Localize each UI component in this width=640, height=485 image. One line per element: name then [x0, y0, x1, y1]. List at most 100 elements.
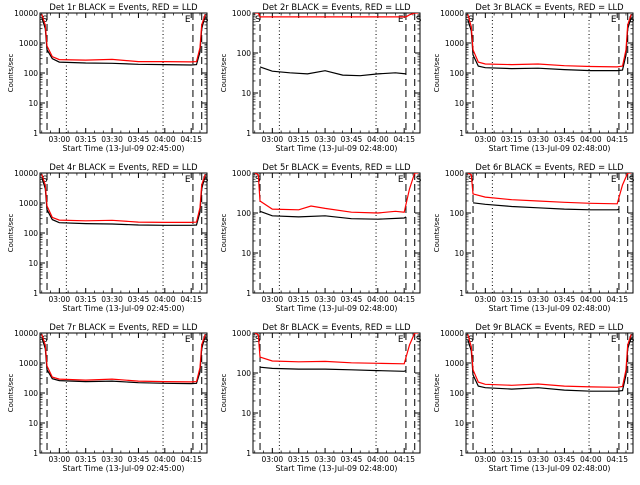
- marker-label-right-2: S: [629, 335, 635, 345]
- x-tick-label: 03:30: [101, 135, 123, 144]
- y-tick-label: 100: [450, 209, 465, 218]
- marker-label-right-1: E: [185, 175, 191, 185]
- marker-label-right-1: E: [398, 15, 404, 25]
- y-tick-label: 10: [28, 419, 38, 428]
- y-axis-label: Counts/sec: [220, 214, 228, 253]
- x-tick-label: 03:30: [101, 295, 123, 304]
- x-tick-label: 03:00: [475, 135, 497, 144]
- y-tick-label: 10: [454, 249, 464, 258]
- marker-label-left: S: [42, 175, 48, 185]
- x-tick-label: 03:00: [475, 295, 497, 304]
- x-tick-label: 03:45: [341, 455, 363, 464]
- x-tick-label: 03:15: [288, 295, 310, 304]
- x-tick-label: 03:15: [75, 295, 97, 304]
- marker-label-left: S: [255, 335, 261, 345]
- chart-panel-5: Det 5r BLACK = Events, RED = LLD 1 10 100 10…: [220, 162, 422, 313]
- x-tick-label: 03:15: [288, 455, 310, 464]
- chart-panel-2: Det 2r BLACK = Events, RED = LLD 1 10 100 10…: [220, 2, 422, 153]
- series-line-red-lld: [254, 13, 419, 18]
- chart-title: Det 5r BLACK = Events, RED = LLD: [262, 162, 410, 172]
- x-tick-label: 03:15: [288, 135, 310, 144]
- x-tick-label: 03:45: [341, 295, 363, 304]
- marker-label-right-1: E: [611, 15, 617, 25]
- y-tick-label: 10000: [14, 329, 38, 338]
- y-tick-label: 100: [24, 229, 39, 238]
- y-tick-label: 1000: [19, 39, 38, 48]
- y-tick-label: 1000: [445, 359, 464, 368]
- marker-label-left: S: [468, 175, 474, 185]
- x-tick-label: 04:00: [580, 455, 602, 464]
- y-tick-label: 1000: [445, 39, 464, 48]
- x-axis-label: Start Time (13-Jul-09 02:48:00): [276, 144, 398, 153]
- y-tick-label: 100: [450, 389, 465, 398]
- x-axis-label: Start Time (13-Jul-09 02:48:00): [489, 304, 611, 313]
- chart-title: Det 4r BLACK = Events, RED = LLD: [49, 162, 197, 172]
- x-tick-label: 03:45: [554, 455, 576, 464]
- x-tick-label: 03:30: [314, 455, 336, 464]
- chart-title: Det 9r BLACK = Events, RED = LLD: [475, 322, 623, 332]
- y-tick-label: 100: [24, 389, 39, 398]
- y-tick-label: 1: [459, 449, 464, 458]
- y-tick-label: 1000: [232, 329, 251, 338]
- x-tick-label: 03:30: [527, 135, 549, 144]
- x-tick-label: 04:15: [180, 455, 202, 464]
- marker-label-right-1: E: [185, 15, 191, 25]
- y-axis-label: Counts/sec: [220, 374, 228, 413]
- y-tick-label: 10000: [440, 9, 464, 18]
- chart-panel-6: Det 6r BLACK = Events, RED = LLD 1 10 100 10…: [433, 162, 635, 313]
- plot-frame: [465, 332, 634, 454]
- x-tick-label: 04:15: [606, 295, 628, 304]
- chart-title: Det 7r BLACK = Events, RED = LLD: [49, 322, 197, 332]
- y-tick-label: 100: [237, 369, 252, 378]
- series-line-red-lld: [254, 173, 419, 214]
- marker-label-right-2: S: [203, 335, 209, 345]
- x-tick-label: 04:15: [180, 135, 202, 144]
- x-tick-label: 03:30: [314, 295, 336, 304]
- y-axis-label: Counts/sec: [433, 54, 441, 93]
- marker-label-left: S: [468, 335, 474, 345]
- marker-label-right-2: S: [416, 175, 422, 185]
- x-tick-label: 03:45: [128, 455, 150, 464]
- y-axis-label: Counts/sec: [7, 374, 15, 413]
- y-tick-label: 1000: [232, 9, 251, 18]
- x-tick-label: 03:45: [554, 135, 576, 144]
- marker-label-right-1: E: [185, 335, 191, 345]
- x-axis-label: Start Time (13-Jul-09 02:48:00): [489, 464, 611, 473]
- marker-label-right-2: S: [629, 175, 635, 185]
- series-line-red-lld: [254, 333, 419, 365]
- x-tick-label: 03:45: [128, 295, 150, 304]
- x-tick-label: 04:00: [154, 455, 176, 464]
- y-tick-label: 10: [454, 419, 464, 428]
- y-tick-label: 100: [237, 209, 252, 218]
- x-tick-label: 03:45: [128, 135, 150, 144]
- plot-frame: [39, 12, 208, 134]
- x-tick-label: 03:15: [501, 135, 523, 144]
- x-tick-label: 04:15: [393, 135, 415, 144]
- y-tick-label: 1: [246, 449, 251, 458]
- y-axis-label: Counts/sec: [220, 54, 228, 93]
- y-tick-label: 10000: [440, 329, 464, 338]
- y-tick-label: 10: [454, 99, 464, 108]
- x-tick-label: 04:00: [367, 455, 389, 464]
- x-tick-label: 03:00: [262, 135, 284, 144]
- chart-title: Det 6r BLACK = Events, RED = LLD: [475, 162, 623, 172]
- x-tick-label: 03:15: [501, 295, 523, 304]
- series-line-red-lld: [41, 14, 206, 63]
- plot-frame: [39, 172, 208, 294]
- marker-label-left: S: [468, 15, 474, 25]
- x-axis-label: Start Time (13-Jul-09 02:48:00): [276, 464, 398, 473]
- plot-frame: [465, 172, 634, 294]
- x-tick-label: 03:00: [475, 455, 497, 464]
- y-tick-label: 10000: [14, 9, 38, 18]
- y-tick-label: 10: [241, 89, 251, 98]
- y-tick-label: 100: [24, 69, 39, 78]
- chart-panel-4: Det 4r BLACK = Events, RED = LLD 1 10 100 10…: [7, 162, 209, 313]
- y-axis-label: Counts/sec: [7, 54, 15, 93]
- y-tick-label: 1: [33, 289, 38, 298]
- chart-panel-3: Det 3r BLACK = Events, RED = LLD 1 10 100 10…: [433, 2, 635, 153]
- y-axis-label: Counts/sec: [433, 374, 441, 413]
- x-tick-label: 03:00: [262, 455, 284, 464]
- chart-panel-7: Det 7r BLACK = Events, RED = LLD 1 10 100 10…: [7, 322, 209, 473]
- y-tick-label: 1: [246, 129, 251, 138]
